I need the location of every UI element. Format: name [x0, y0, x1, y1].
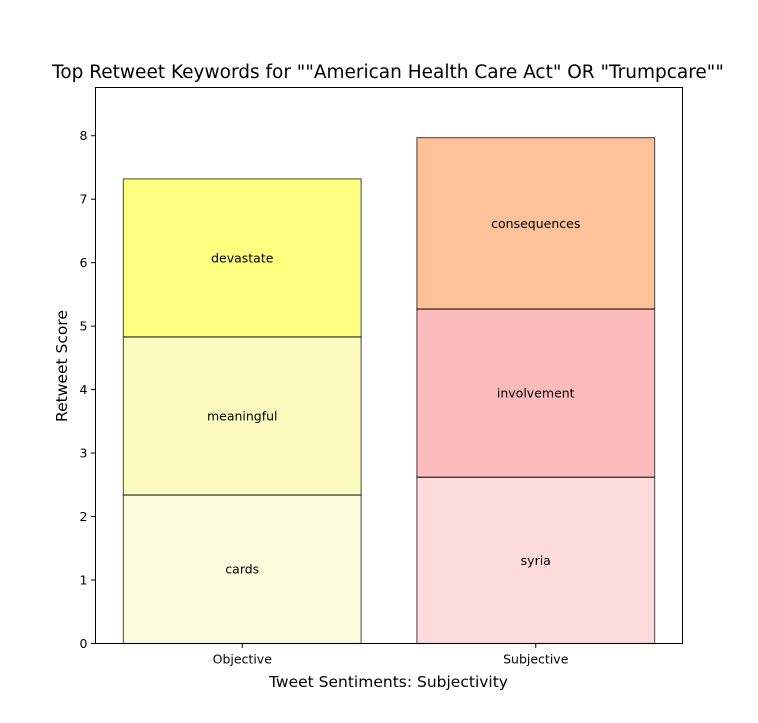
x-axis-label: Tweet Sentiments: Subjectivity: [268, 673, 508, 691]
bar-segment-involvement: [416, 308, 656, 478]
segment-label-syria: syria: [521, 553, 551, 568]
plot-frame: [95, 87, 683, 644]
y-tick-label: 1: [80, 573, 88, 588]
segment-label-involvement: involvement: [497, 386, 575, 401]
bar-segment-devastate: [122, 178, 362, 338]
bar-segment-syria: [416, 476, 656, 645]
y-tick-label: 2: [80, 509, 88, 524]
x-tick-label: Objective: [213, 652, 273, 667]
y-axis: 0 1 2 3 4 5 6 7 8: [80, 128, 96, 651]
segment-label-consequences: consequences: [491, 216, 580, 231]
segment-label-cards: cards: [225, 562, 259, 577]
bar-segment-meaningful: [122, 336, 362, 496]
x-axis: Objective Subjective: [213, 643, 569, 667]
y-axis-label: Retweet Score: [53, 310, 71, 422]
y-tick-label: 0: [80, 636, 88, 651]
y-tick-label: 7: [80, 192, 88, 207]
bar-segment-cards: [122, 494, 362, 645]
y-tick-label: 4: [80, 382, 88, 397]
chart-title: Top Retweet Keywords for ""American Heal…: [51, 62, 724, 83]
segment-label-devastate: devastate: [211, 250, 274, 265]
y-tick-label: 5: [80, 319, 88, 334]
bar-segment-consequences: [416, 137, 656, 310]
segment-label-meaningful: meaningful: [207, 408, 278, 423]
y-tick-label: 3: [80, 446, 88, 461]
y-tick-label: 6: [80, 255, 88, 270]
x-tick-label: Subjective: [503, 652, 569, 667]
y-tick-label: 8: [80, 128, 88, 143]
bars: cards meaningful devastate syria involvement…: [122, 137, 656, 645]
